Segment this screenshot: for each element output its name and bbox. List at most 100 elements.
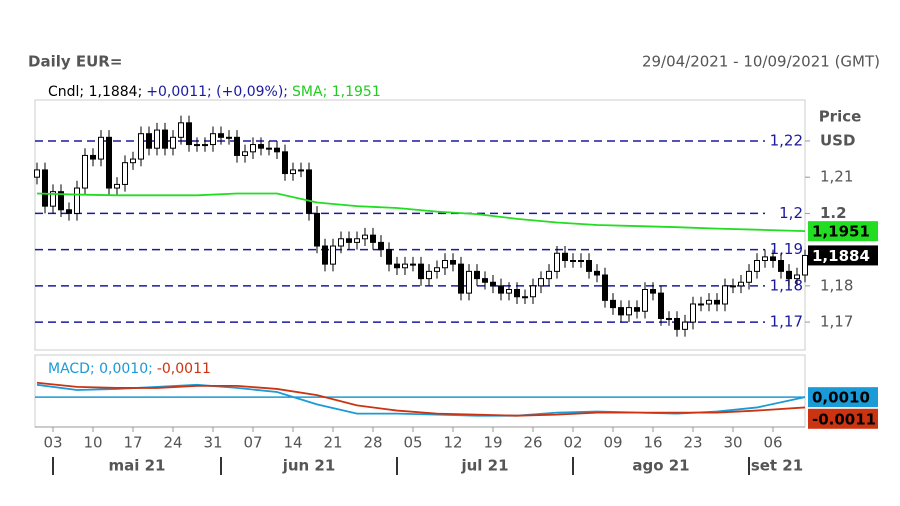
- candle-body: [250, 144, 256, 153]
- y-tick-label: 1,21: [820, 168, 853, 186]
- level-label: 1,19: [770, 240, 803, 258]
- candle-body: [314, 212, 320, 247]
- candle-body: [146, 133, 152, 149]
- candle-body: [762, 256, 768, 262]
- price-box: [808, 221, 878, 242]
- x-tick-label: 30: [723, 434, 742, 452]
- candle-body: [722, 285, 728, 305]
- candle-body: [346, 238, 352, 243]
- candle-body: [130, 158, 136, 164]
- candle-body: [362, 234, 368, 240]
- candle-body: [98, 136, 104, 160]
- x-tick-label: 16: [643, 434, 662, 452]
- candle-body: [442, 260, 448, 269]
- candle-body: [42, 169, 48, 207]
- candle-body: [154, 129, 160, 149]
- candle-body: [106, 136, 112, 189]
- candle-body: [178, 122, 184, 138]
- y-tick-label: 1,17: [820, 313, 853, 331]
- candle-body: [538, 278, 544, 287]
- x-tick-label: 03: [43, 434, 62, 452]
- candle-body: [602, 274, 608, 301]
- candle-body: [610, 299, 616, 309]
- candle-body: [282, 151, 288, 175]
- candle-body: [290, 169, 296, 175]
- candle-body: [386, 249, 392, 265]
- candle-body: [738, 281, 744, 287]
- candle-body: [786, 270, 792, 280]
- candle-body: [714, 299, 720, 305]
- macd-legend: MACD; 0,0010; -0,0011: [48, 361, 211, 377]
- x-tick-label: 23: [683, 434, 702, 452]
- candle-body: [474, 270, 480, 280]
- x-tick-label: 26: [523, 434, 542, 452]
- y-tick-label: 1,18: [820, 276, 853, 294]
- price-box-label: 0,0010: [812, 389, 870, 407]
- candle-body: [642, 288, 648, 312]
- candle-body: [298, 169, 304, 172]
- candle-body: [490, 281, 496, 287]
- candle-body: [522, 296, 528, 299]
- candle-body: [554, 252, 560, 272]
- candle-body: [498, 285, 504, 294]
- candle-body: [194, 144, 200, 147]
- candle-body: [434, 267, 440, 272]
- candle-body: [410, 263, 416, 266]
- candle-body: [618, 307, 624, 316]
- candle-body: [370, 234, 376, 243]
- candle-body: [394, 263, 400, 269]
- candle-body: [266, 147, 272, 150]
- x-tick-label: 07: [243, 434, 262, 452]
- candle-body: [754, 260, 760, 272]
- candle-body: [530, 285, 536, 298]
- candle-body: [562, 252, 568, 262]
- series-line: [36, 381, 806, 417]
- candle-body: [90, 154, 96, 160]
- candle-body: [634, 307, 640, 312]
- candle-body: [274, 147, 280, 153]
- candle-body: [138, 133, 144, 160]
- candle-body: [626, 307, 632, 316]
- candle-body: [770, 256, 776, 262]
- candle-body: [426, 270, 432, 280]
- y-axis-title: Price: [819, 108, 862, 126]
- chart-title: Daily EUR=: [28, 53, 122, 71]
- candle-body: [586, 260, 592, 272]
- x-tick-label: 28: [363, 434, 382, 452]
- candle-body: [122, 162, 128, 185]
- candle-body: [50, 191, 56, 207]
- candle-body: [170, 136, 176, 149]
- candle-body: [682, 321, 688, 330]
- candle-body: [378, 241, 384, 251]
- price-box: [808, 408, 878, 429]
- candle-body: [802, 254, 808, 276]
- candle-body: [594, 270, 600, 276]
- x-tick-label: 14: [283, 434, 302, 452]
- candle-body: [730, 285, 736, 288]
- level-label: 1,18: [770, 276, 803, 294]
- month-label: mai 21: [109, 457, 166, 475]
- candle-body: [74, 187, 80, 214]
- level-label: 1,2: [779, 204, 803, 222]
- legend-item: -0,0011: [157, 361, 211, 377]
- legend-item: +0,0011; (+0,09%);: [146, 84, 288, 100]
- candle-body: [226, 136, 232, 139]
- level-label: 1,22: [770, 131, 803, 149]
- legend: Cndl; 1,1884; +0,0011; (+0,09%); SMA; 1,19…: [48, 84, 381, 100]
- y-tick-label: USD: [820, 131, 855, 149]
- candle-body: [570, 260, 576, 263]
- candle-body: [650, 288, 656, 294]
- x-tick-label: 06: [763, 434, 782, 452]
- x-tick-label: 31: [203, 434, 222, 452]
- candle-body: [114, 183, 120, 189]
- candle-body: [450, 260, 456, 265]
- date-range: 29/04/2021 - 10/09/2021 (GMT): [642, 53, 880, 71]
- candle-body: [218, 133, 224, 138]
- candle-body: [66, 209, 72, 214]
- month-label: jun 21: [282, 457, 336, 475]
- candle-body: [514, 288, 520, 298]
- level-label: 1,17: [770, 313, 803, 331]
- candle-body: [546, 270, 552, 280]
- month-label: jul 21: [460, 457, 508, 475]
